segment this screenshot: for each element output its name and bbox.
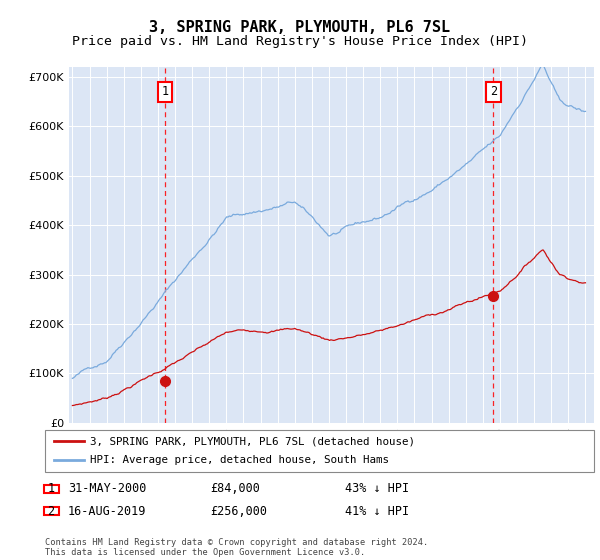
Text: 3, SPRING PARK, PLYMOUTH, PL6 7SL (detached house): 3, SPRING PARK, PLYMOUTH, PL6 7SL (detac… [90, 436, 415, 446]
Text: 2: 2 [490, 85, 497, 99]
Text: 41% ↓ HPI: 41% ↓ HPI [345, 505, 409, 518]
Text: 16-AUG-2019: 16-AUG-2019 [68, 505, 146, 518]
Text: 1: 1 [47, 482, 55, 496]
Text: £84,000: £84,000 [210, 482, 260, 496]
Text: 31-MAY-2000: 31-MAY-2000 [68, 482, 146, 496]
Text: 3, SPRING PARK, PLYMOUTH, PL6 7SL: 3, SPRING PARK, PLYMOUTH, PL6 7SL [149, 20, 451, 35]
Text: 43% ↓ HPI: 43% ↓ HPI [345, 482, 409, 496]
Text: HPI: Average price, detached house, South Hams: HPI: Average price, detached house, Sout… [90, 455, 389, 465]
Text: Contains HM Land Registry data © Crown copyright and database right 2024.
This d: Contains HM Land Registry data © Crown c… [45, 538, 428, 557]
Text: £256,000: £256,000 [210, 505, 267, 518]
Text: Price paid vs. HM Land Registry's House Price Index (HPI): Price paid vs. HM Land Registry's House … [72, 35, 528, 48]
Text: 2: 2 [47, 505, 55, 518]
Text: 1: 1 [161, 85, 169, 99]
